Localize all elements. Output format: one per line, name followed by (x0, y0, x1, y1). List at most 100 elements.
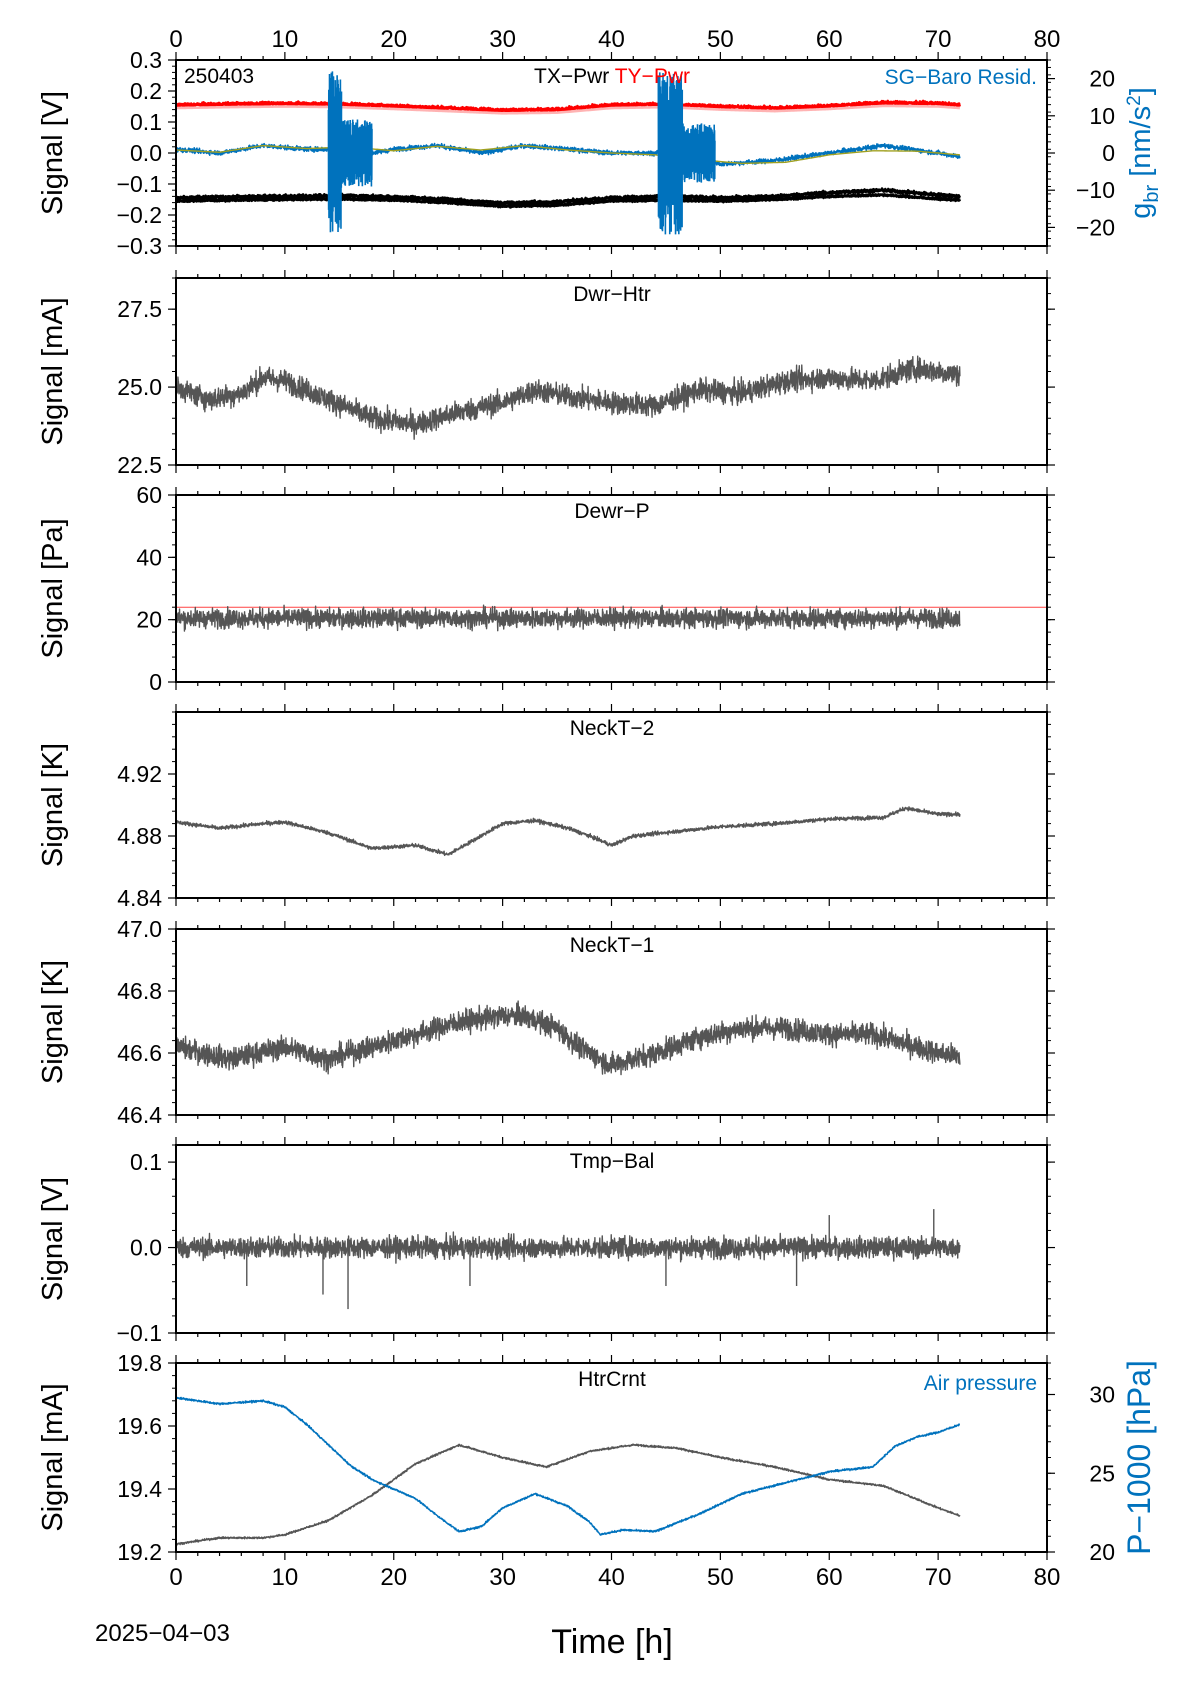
x-tick-label: 20 (380, 1564, 407, 1591)
residual-spike-burst-1 (327, 71, 343, 233)
y-tick-label: 0.3 (130, 47, 162, 73)
panel-tmp-bal: −0.1 0.0 0.1 Signal [V] Tmp−Bal (37, 1137, 1055, 1346)
y-tick-label: 0.1 (130, 109, 162, 135)
y-axis-label: Signal [mA] (37, 297, 69, 445)
x-tick-label: 80 (1034, 1564, 1061, 1591)
y-axis-label: Signal [mA] (37, 1383, 69, 1531)
panel-neckt-2: 4.84 4.88 4.92 Signal [K] NeckT−2 (37, 704, 1055, 911)
series-label-air-pressure: Air pressure (924, 1372, 1037, 1395)
y2-tick-label: −10 (1076, 177, 1115, 203)
y-tick-label: 0.2 (130, 78, 162, 104)
series-line-2 (176, 193, 962, 209)
panel-title: Dwr−Htr (573, 283, 651, 306)
series-line-1 (176, 355, 961, 440)
y-tick-label: 4.88 (117, 823, 162, 849)
y-tick-label: 25.0 (117, 374, 162, 400)
x-tick-label: 30 (489, 26, 516, 53)
series-line-1 (176, 1231, 961, 1264)
panel-htrcrnt: 0 10 20 30 40 50 60 70 80 19.2 19.4 19.6 19.8 Signal … (37, 1350, 1157, 1591)
y-tick-label: −0.1 (117, 171, 162, 197)
panel-title: HtrCrnt (578, 1368, 646, 1391)
y-tick-label: 0 (149, 669, 162, 695)
series-line-5 (176, 139, 961, 167)
plot-area (176, 355, 961, 440)
plot-frame (175, 1362, 1048, 1553)
y-tick-label: −0.2 (117, 202, 162, 228)
plot-frame (175, 494, 1048, 683)
x-tick-label: 40 (598, 26, 625, 53)
y2-tick-label: 30 (1089, 1382, 1115, 1408)
series-line-2 (176, 1396, 961, 1536)
x-axis-title: Time [h] (551, 1623, 673, 1661)
y-axis-label: Signal [Pa] (37, 518, 69, 658)
y-axis-label: Signal [V] (37, 91, 69, 215)
series-line-4 (176, 104, 960, 115)
y-tick-label: 46.8 (117, 978, 162, 1004)
y-tick-label: 47.0 (117, 916, 162, 942)
y-tick-label: 0.1 (130, 1149, 162, 1175)
x-tick-label: 50 (707, 26, 734, 53)
y-tick-label: 27.5 (117, 296, 162, 322)
panel-dwr-htr: 22.5 25.0 27.5 Signal [mA] Dwr−Htr (37, 270, 1055, 478)
residual-spike-burst-3 (657, 72, 684, 235)
panel-title: NeckT−2 (570, 717, 655, 740)
series-line-1 (176, 1000, 961, 1076)
x-tick-label: 70 (925, 1564, 952, 1591)
date-label: 2025−04−03 (95, 1620, 230, 1647)
y2-axis-label: P−1000 [hPa] (1121, 1360, 1157, 1555)
y-tick-label: −0.3 (117, 233, 162, 259)
y2-tick-label: 10 (1089, 103, 1115, 129)
x-tick-label: 50 (707, 1564, 734, 1591)
y2-tick-label: −20 (1076, 214, 1115, 240)
y-tick-label: 4.92 (117, 761, 162, 787)
y-tick-label: 19.6 (117, 1413, 162, 1439)
x-tick-label: 0 (169, 1564, 182, 1591)
series-line-6 (176, 144, 960, 165)
y2-tick-label: 0 (1102, 140, 1115, 166)
plot-area (176, 71, 962, 235)
y-tick-label: 19.2 (117, 1539, 162, 1565)
residual-spike-burst-4 (681, 123, 716, 183)
plot-area (176, 1209, 961, 1310)
series-line-3 (176, 99, 962, 114)
x-tick-label: 20 (380, 26, 407, 53)
x-tick-label: 30 (489, 1564, 516, 1591)
x-tick-label: 60 (816, 1564, 843, 1591)
y-tick-label: 19.8 (117, 1350, 162, 1376)
series-line-1 (176, 1443, 961, 1546)
series-line-1 (176, 187, 961, 206)
plot-area (176, 806, 961, 857)
y-tick-label: 4.84 (117, 885, 162, 911)
y-tick-label: 40 (136, 544, 162, 570)
x-tick-label: 80 (1034, 26, 1061, 53)
series-line-1 (176, 806, 961, 857)
y2-tick-label: 25 (1089, 1460, 1115, 1486)
y2-tick-label: 20 (1089, 66, 1115, 92)
panel-txpwr-typwr: 0 10 20 30 40 50 60 70 80 −0.3 −0.2 −0.1 0.0 0.1 0.2 0.… (37, 26, 1163, 259)
y2-axis-label: gbr [nm/s2] (1124, 87, 1163, 219)
y-tick-label: −0.1 (117, 1320, 162, 1346)
y-axis-label: Signal [K] (37, 960, 69, 1084)
residual-spike-burst-2 (340, 119, 373, 187)
panel-neckt-1: 46.4 46.6 46.8 47.0 Signal [K] NeckT−1 (37, 916, 1055, 1128)
y-tick-label: 22.5 (117, 452, 162, 478)
y-tick-label: 19.4 (117, 1476, 162, 1502)
y-tick-label: 0.0 (130, 140, 162, 166)
panel-title: Dewr−P (574, 500, 649, 523)
y-axis-label: Signal [V] (37, 1177, 69, 1301)
y-tick-label: 46.6 (117, 1040, 162, 1066)
y-tick-label: 0.0 (130, 1235, 162, 1261)
panel-dewr-p: 0 20 40 60 Signal [Pa] Dewr−P (37, 482, 1055, 695)
y-tick-label: 20 (136, 607, 162, 633)
series-line-1 (176, 604, 961, 632)
panel-title: Tmp−Bal (570, 1150, 655, 1173)
y2-tick-label: 20 (1089, 1539, 1115, 1565)
corner-label: 250403 (184, 65, 254, 88)
y-tick-label: 60 (136, 482, 162, 508)
x-tick-label: 70 (925, 26, 952, 53)
plot-area (176, 1396, 961, 1546)
panel-title: NeckT−1 (570, 934, 655, 957)
y-axis-label: Signal [K] (37, 743, 69, 867)
x-tick-label: 60 (816, 26, 843, 53)
